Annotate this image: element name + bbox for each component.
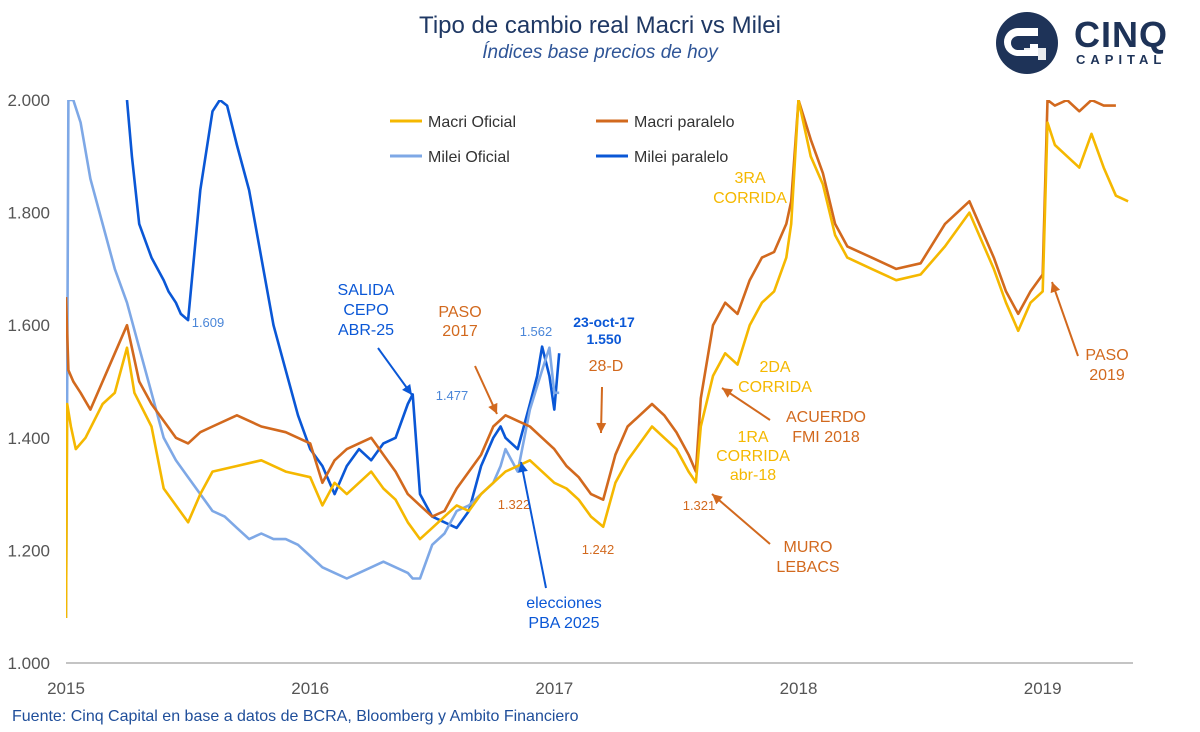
annotation-muro-lebacs: LEBACS [776,559,839,576]
annotation-23-oct-17: 1.550 [586,331,621,347]
arrow-elecciones-pba [520,461,547,589]
annotation-23-oct-17: 23-oct-17 [573,314,635,330]
annotation-28-d: 28-D [589,358,624,375]
cinq-logo-icon [996,12,1058,74]
legend-label: Macri Oficial [428,114,516,131]
annotations: 1.609 1.477 1.562 1.322 1.242 1.321 SALIDA CEPO… [192,170,1129,632]
source-note: Fuente: Cinq Capital en base a datos de … [12,708,579,725]
annotation-paso-2017: 2017 [442,323,478,340]
logo-word: CINQ [1074,14,1168,55]
series-line-macri-paralelo [66,100,1116,518]
annotation-value-1609: 1.609 [192,315,225,330]
series-line-milei-paralelo [125,100,561,530]
x-tick-label: 2018 [780,679,818,698]
annotation-paso-2019: PASO [1085,347,1128,364]
x-tick-label: 2017 [535,679,573,698]
line-chart: 1.000 1.200 1.400 1.600 1.800 2.000 2015 2016 20… [7,91,1133,698]
x-tick-label: 2019 [1024,679,1062,698]
annotation-salida-cepo: ABR-25 [338,322,394,339]
legend: Macri Oficial Macri paralelo Milei Oficial… [390,114,735,166]
series-line-macri-oficial [66,100,1129,619]
annotation-2da-corrida: CORRIDA [738,379,812,396]
annotation-1ra-corrida: 1RA [737,429,768,446]
arrow-acuerdo-fmi-head [722,388,734,398]
legend-label: Macri paralelo [634,114,735,131]
y-tick-label: 1.000 [7,654,50,673]
x-tick-label: 2015 [47,679,85,698]
annotation-salida-cepo: CEPO [343,302,388,319]
annotation-value-1562: 1.562 [520,324,553,339]
annotation-acuerdo-fmi: FMI 2018 [792,429,860,446]
chart-title: Tipo de cambio real Macri vs Milei [419,12,781,39]
y-tick-label: 1.200 [7,541,50,560]
annotation-elecciones-pba: elecciones [526,595,602,612]
cinq-capital-logo: CINQ CAPITAL [994,10,1194,76]
arrow-paso-2019-head [1050,282,1061,294]
annotation-paso-2017: PASO [438,304,481,321]
annotation-value-1322: 1.322 [498,497,531,512]
y-tick-label: 1.400 [7,429,50,448]
arrow-28-d-head [596,422,607,433]
y-tick-label: 1.800 [7,204,50,223]
arrow-elecciones-pba-head [518,462,528,473]
annotation-elecciones-pba: PBA 2025 [528,615,599,632]
annotation-2da-corrida: 2DA [759,359,790,376]
axes: 1.000 1.200 1.400 1.600 1.800 2.000 2015 2016 20… [7,91,1133,698]
y-tick-label: 2.000 [7,91,50,110]
x-tick-label: 2016 [291,679,329,698]
arrow-salida-cepo-head [402,383,412,395]
legend-label: Milei Oficial [428,149,510,166]
annotation-3ra-corrida: CORRIDA [713,190,787,207]
arrow-muro-lebacs-head [712,494,723,505]
arrow-paso-2017-head [488,402,498,414]
annotation-1ra-corrida: abr-18 [730,467,776,484]
y-tick-label: 1.600 [7,316,50,335]
chart-subtitle: Índices base precios de hoy [482,42,718,63]
annotation-acuerdo-fmi: ACUERDO [786,409,866,426]
arrow-paso-2019 [1051,281,1079,357]
annotation-salida-cepo: SALIDA [338,282,395,299]
annotation-paso-2019: 2019 [1089,367,1125,384]
logo-sub: CAPITAL [1076,52,1167,67]
series-line-milei-oficial [66,100,560,619]
annotation-muro-lebacs: MURO [784,539,833,556]
annotation-value-1321: 1.321 [683,498,716,513]
series-lines [66,100,1129,619]
annotation-3ra-corrida: 3RA [734,170,765,187]
arrow-muro-lebacs [711,493,771,545]
annotation-value-1477: 1.477 [436,388,469,403]
annotation-1ra-corrida: CORRIDA [716,448,790,465]
annotation-value-1242: 1.242 [582,542,615,557]
legend-label: Milei paralelo [634,149,728,166]
